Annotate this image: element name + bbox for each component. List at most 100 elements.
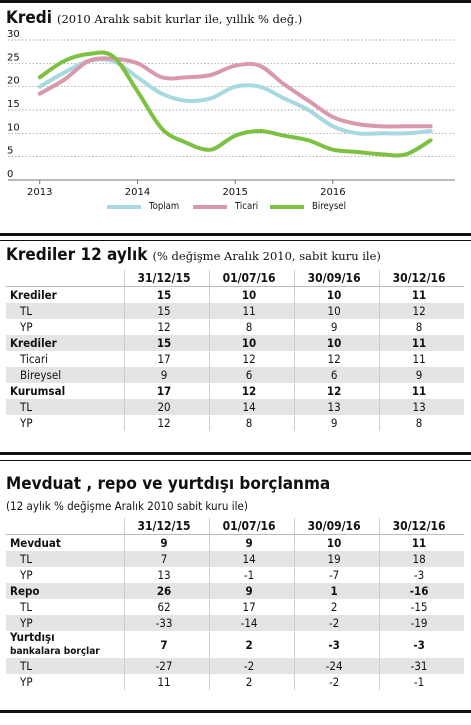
section-divider [0,233,471,236]
legend-swatch-bireysel [270,204,304,209]
row-label-text: TL [20,659,33,673]
top-rule [0,0,471,3]
row-label: YP [6,615,125,631]
table-header-row: 31/12/15 01/07/16 30/09/16 30/12/16 [6,518,464,535]
mevduat-subtitle: (12 aylık % değişme Aralık 2010 sabit ku… [6,499,248,513]
table-cell: 15 [123,286,210,303]
column-header: 01/07/16 [209,518,295,535]
row-label: TL [6,399,125,415]
row-label-text: Kurumsal [10,384,66,398]
table-row: TL 7 14 19 18 [6,551,464,567]
table-cell: -14 [209,615,295,631]
row-label: Yurtdışı bankalara borçlar [6,631,125,658]
mevduat-title-text: Mevduat , repo ve yurtdışı borçlanma [6,474,331,494]
table-cell: 12 [209,383,295,399]
table-row: Bireysel 9 6 6 9 [6,367,464,383]
table-row: TL 20 14 13 13 [6,399,464,415]
table-row: Krediler 15 10 10 11 [6,286,464,304]
chart-title: Kredi (2010 Aralık sabit kurlar ile, yıl… [6,8,302,28]
krediler-table: 31/12/15 01/07/16 30/09/16 30/12/16 Krediler… [6,270,464,431]
legend-item-toplam: Toplam [107,201,179,212]
table-cell: 11 [379,534,464,551]
table-cell: 6 [209,367,295,383]
row-label: Ticari [6,351,125,367]
table-cell: -1 [379,674,464,690]
table-cell: 17 [123,383,210,399]
table-row: TL -27 -2 -24 -31 [6,658,464,674]
row-label-text: TL [20,400,33,414]
y-tick-label: 0 [7,169,13,180]
table-row: Yurtdışı bankalara borçlar 7 2 -3 -3 [6,631,464,658]
row-label-text: Bireysel [20,368,62,382]
table-row: YP 11 2 -2 -1 [6,674,464,690]
table-cell: 8 [379,319,464,335]
y-tick-label: 20 [7,76,20,87]
row-label: TL [6,658,125,674]
x-tick-label: 2016 [320,187,345,198]
table-cell: 11 [209,303,295,319]
table-cell: 10 [294,335,380,351]
table-row: Krediler 15 10 10 11 [6,335,464,351]
table-cell: 14 [209,399,295,415]
y-tick-label: 30 [7,30,20,40]
row-label-text: Repo [10,584,40,598]
bottom-rule [0,710,471,713]
table-cell: 12 [123,319,210,335]
row-label: Mevduat [6,535,125,552]
row-label: TL [6,551,125,567]
table-cell: 9 [209,534,295,551]
table-cell: 9 [294,415,380,431]
column-header: 30/09/16 [294,518,380,535]
row-label-line2: bankalara borçlar [10,646,100,657]
table-cell: 19 [294,551,380,567]
column-header: 30/09/16 [294,270,380,287]
row-label-text: Mevduat [10,536,61,550]
row-label-text: YP [20,616,33,630]
y-tick-label: 10 [7,122,20,133]
table-cell: 9 [379,367,464,383]
table-cell: -2 [209,658,295,674]
table-cell: 10 [294,534,380,551]
table-cell: -1 [209,567,295,583]
row-label-text: YP [20,320,33,334]
table-cell: -24 [294,658,380,674]
table-cell: 15 [123,335,210,351]
row-label: YP [6,319,125,335]
section-divider-thin [0,240,471,241]
table-cell: -2 [294,615,380,631]
table-cell: 18 [379,551,464,567]
table-cell: 2 [209,674,295,690]
table-row: TL 62 17 2 -15 [6,599,464,615]
table-cell: 12 [294,383,380,399]
column-header: 31/12/15 [123,518,210,535]
table-cell: 8 [209,415,295,431]
row-label-text: YP [20,675,33,689]
header-blank [6,270,125,287]
table-cell: 9 [294,319,380,335]
chart-subtitle: (2010 Aralık sabit kurlar ile, yıllık % … [56,12,303,26]
krediler-title: Krediler 12 aylık (% değişme Aralık 2010… [6,245,381,265]
row-label: YP [6,674,125,690]
row-label: Krediler [6,287,125,304]
table-cell: 6 [294,367,380,383]
krediler-subtitle: (% değişme Aralık 2010, sabit kuru ile) [152,249,381,263]
krediler-title-text: Krediler 12 aylık [6,245,148,265]
x-tick-label: 2013 [27,187,52,198]
table-row: Kurumsal 17 12 12 11 [6,383,464,399]
table-cell: 2 [294,599,380,615]
row-label-text: Yurtdışı [10,630,55,644]
row-label: Krediler [6,335,125,351]
y-tick-label: 5 [7,146,13,157]
table-row: YP 13 -1 -7 -3 [6,567,464,583]
row-label-text: TL [20,552,33,566]
table-cell: 11 [379,383,464,399]
column-header: 01/07/16 [209,270,295,287]
table-cell: -3 [294,631,380,658]
table-cell: -7 [294,567,380,583]
legend-label-bireysel: Bireysel [312,201,346,212]
legend-swatch-toplam [107,204,141,209]
table-cell: 12 [209,351,295,367]
y-tick-label: 15 [7,99,20,110]
table-cell: 10 [209,335,295,351]
table-cell: -3 [379,631,464,658]
